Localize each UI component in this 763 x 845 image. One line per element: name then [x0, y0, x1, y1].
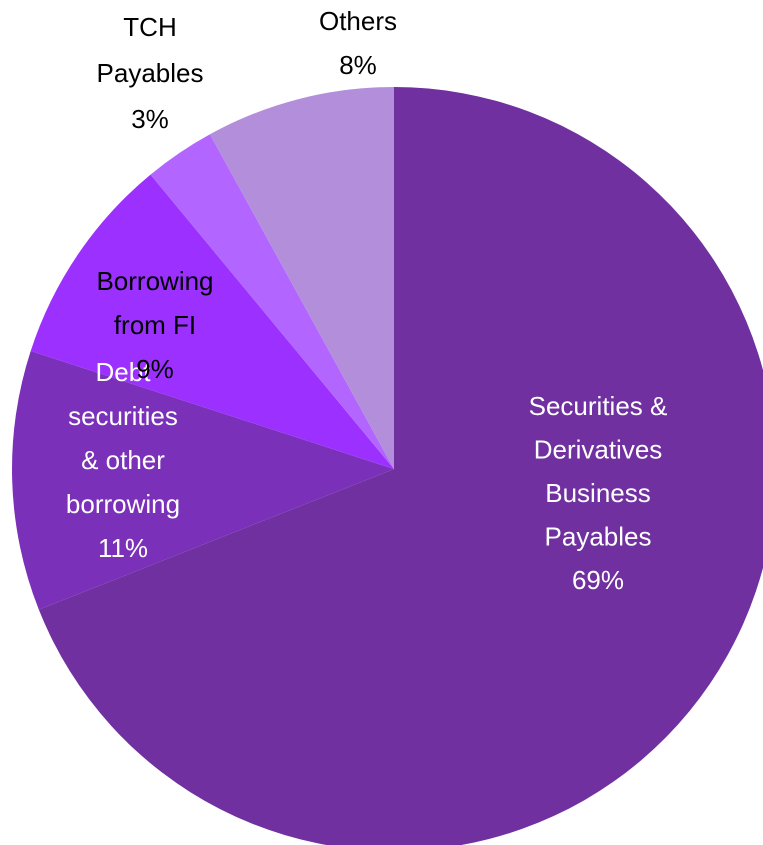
pie-label-1-line-2: Derivatives: [534, 435, 663, 465]
pie-label-1-line-5: 69%: [572, 565, 624, 595]
pie-label-1-line-4: Payables: [545, 522, 652, 552]
pie-label-4: TCH Payables 3%: [97, 12, 204, 134]
pie-slice-3: [30, 174, 394, 469]
pie-slices: [12, 87, 763, 845]
pie-label-1-line-1: Securities &: [529, 391, 668, 421]
pie-label-3-line-3: 9%: [136, 354, 174, 384]
pie-slice-1: [38, 87, 763, 845]
pie-label-2-line-3: & other: [81, 445, 165, 475]
pie-label-3-line-2: from FI: [114, 310, 196, 340]
pie-slice-4: [150, 134, 394, 469]
pie-label-5: Others 8%: [319, 6, 397, 80]
pie-slice-2: [12, 350, 394, 610]
pie-label-2-line-2: securities: [68, 401, 178, 431]
pie-label-2-line-5: 11%: [98, 533, 148, 563]
pie-label-1: Securities & Derivatives Business Payables 6…: [529, 391, 668, 595]
pie-label-3-line-1: Borrowing: [96, 266, 213, 296]
pie-label-4-line-2: Payables: [97, 58, 204, 88]
pie-labels: Securities & Derivatives Business Payables 6…: [66, 6, 667, 595]
pie-label-2: Debt securities & other borrowing 11%: [66, 357, 180, 563]
pie-label-2-line-1: Debt: [96, 357, 152, 387]
pie-label-1-line-3: Business: [545, 478, 651, 508]
pie-label-5-line-1: Others: [319, 6, 397, 36]
pie-label-2-line-4: borrowing: [66, 489, 180, 519]
pie-label-3: Borrowing from FI 9%: [96, 266, 213, 384]
pie-label-4-line-3: 3%: [131, 104, 169, 134]
pie-label-5-line-2: 8%: [339, 50, 377, 80]
pie-slice-5: [209, 87, 394, 469]
pie-label-4-line-1: TCH: [123, 12, 176, 42]
